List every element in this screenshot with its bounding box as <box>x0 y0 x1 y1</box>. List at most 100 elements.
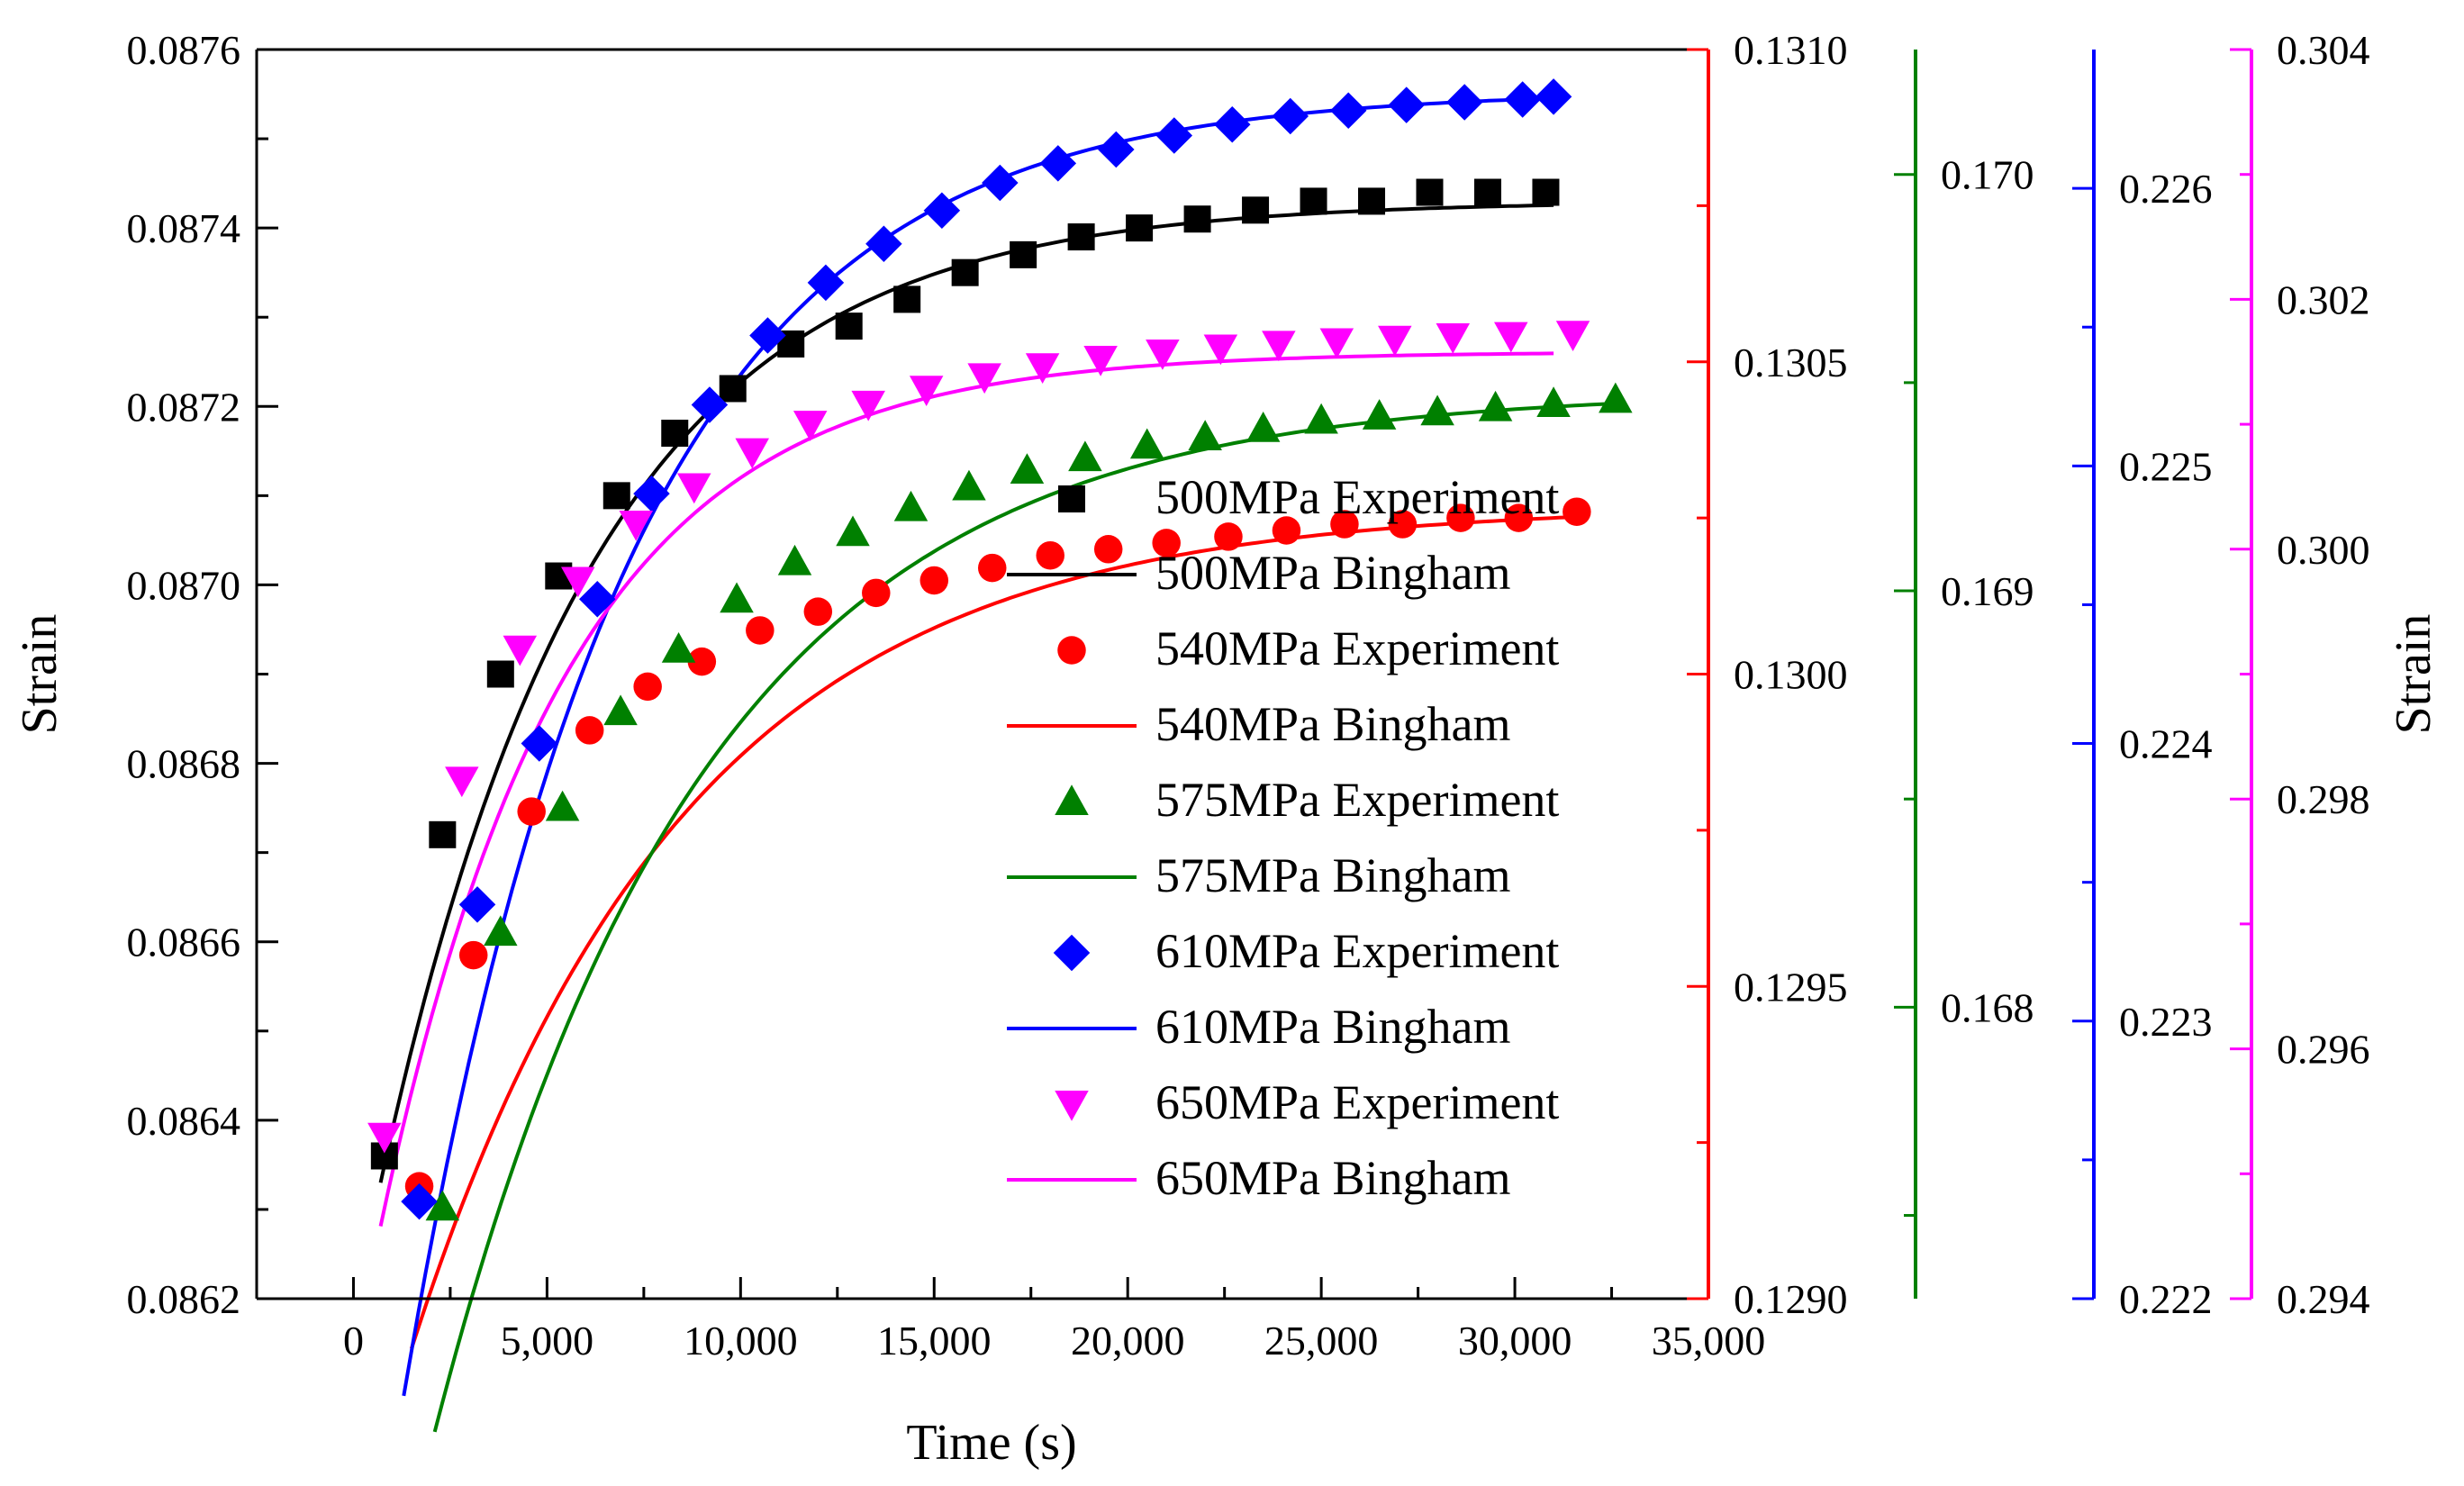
right-tick-label-1: 0.168 <box>1941 984 2034 1030</box>
data-point-3-20 <box>1535 78 1572 115</box>
legend-label-3-fit: 610MPa Bingham <box>1155 1000 1511 1054</box>
legend-label-1-experiment: 540MPa Experiment <box>1155 621 1559 675</box>
data-point-4-7 <box>793 411 828 441</box>
data-point-4-2 <box>503 635 538 666</box>
data-point-2-20 <box>1599 382 1633 413</box>
legend-label-4-experiment: 650MPa Experiment <box>1155 1075 1559 1129</box>
data-point-0-16 <box>1300 187 1327 215</box>
data-point-1-17 <box>1388 510 1418 539</box>
data-point-4-11 <box>1025 353 1060 385</box>
data-point-3-6 <box>749 317 786 354</box>
y-tick-label: 0.0876 <box>127 27 241 73</box>
data-point-1-13 <box>1152 529 1181 557</box>
data-point-2-13 <box>1188 420 1222 450</box>
right-tick-label-1: 0.169 <box>1941 568 2034 614</box>
data-point-1-14 <box>1214 522 1243 551</box>
data-point-4-6 <box>735 438 769 469</box>
legend-label-0-fit: 500MPa Bingham <box>1155 546 1511 600</box>
legend-marker-2 <box>1055 784 1089 815</box>
legend-marker-1 <box>1057 636 1086 665</box>
data-point-1-16 <box>1330 510 1359 539</box>
data-point-0-10 <box>951 258 979 286</box>
data-point-0-4 <box>602 482 630 510</box>
right-tick-label-0: 0.1290 <box>1734 1276 1848 1322</box>
data-point-2-1 <box>484 915 518 947</box>
data-point-3-10 <box>982 164 1019 202</box>
data-point-2-7 <box>836 515 870 547</box>
data-point-2-0 <box>425 1190 460 1221</box>
x-tick-label: 20,000 <box>1071 1318 1185 1364</box>
data-point-1-9 <box>919 566 949 595</box>
data-point-3-13 <box>1155 117 1193 154</box>
right-tick-label-1: 0.170 <box>1941 152 2034 198</box>
right-tick-label-3: 0.300 <box>2277 527 2370 573</box>
data-point-2-14 <box>1246 411 1281 442</box>
data-point-3-15 <box>1272 97 1309 135</box>
legend: 500MPa Experiment 500MPa Bingham 540MPa Ex… <box>1007 470 1559 1205</box>
data-point-3-5 <box>691 386 729 423</box>
right-tick-label-0: 0.1305 <box>1734 340 1848 385</box>
data-point-1-7 <box>803 597 833 626</box>
data-point-0-14 <box>1183 205 1211 233</box>
right-tick-label-2: 0.226 <box>2119 166 2213 212</box>
data-point-1-8 <box>862 578 891 608</box>
legend-marker-3 <box>1053 934 1091 972</box>
right-axis-title: Strain <box>2386 614 2441 735</box>
data-point-3-18 <box>1445 84 1483 121</box>
right-tick-label-0: 0.1300 <box>1734 652 1848 698</box>
right-tick-label-3: 0.296 <box>2277 1027 2370 1073</box>
x-tick-label: 5,000 <box>501 1318 594 1364</box>
x-axis-title: Time (s) <box>906 1415 1076 1471</box>
data-point-0-9 <box>893 285 921 313</box>
data-point-0-19 <box>1473 178 1501 206</box>
data-point-3-4 <box>633 475 670 512</box>
data-point-2-2 <box>545 790 580 821</box>
data-point-0-6 <box>719 375 747 403</box>
data-point-4-5 <box>676 473 711 504</box>
data-point-0-12 <box>1067 223 1095 251</box>
fit-line-2 <box>432 401 1620 1433</box>
data-point-4-12 <box>1083 345 1118 376</box>
data-point-4-18 <box>1436 323 1471 354</box>
data-point-0-15 <box>1242 196 1270 224</box>
right-tick-label-2: 0.222 <box>2119 1276 2213 1322</box>
x-tick-label: 0 <box>343 1318 364 1364</box>
data-point-0-20 <box>1532 178 1560 206</box>
data-point-4-8 <box>851 390 885 421</box>
y-tick-label: 0.0870 <box>127 562 241 608</box>
data-point-4-13 <box>1146 340 1180 370</box>
data-point-4-4 <box>619 511 654 541</box>
data-point-2-9 <box>952 469 986 501</box>
x-tick-label: 35,000 <box>1652 1318 1766 1364</box>
data-point-1-1 <box>458 940 488 970</box>
data-point-4-10 <box>967 363 1001 394</box>
data-point-0-17 <box>1358 187 1386 215</box>
data-point-1-6 <box>746 616 775 645</box>
data-point-3-17 <box>1388 86 1425 123</box>
fit-line-4 <box>378 351 1554 1228</box>
data-point-4-19 <box>1494 322 1528 353</box>
data-point-4-20 <box>1555 321 1590 351</box>
data-point-1-12 <box>1093 535 1123 564</box>
data-point-2-17 <box>1420 394 1454 426</box>
data-point-3-19 <box>1504 81 1541 118</box>
data-point-1-15 <box>1272 516 1301 545</box>
y-tick-label: 0.0864 <box>127 1098 241 1144</box>
data-point-1-4 <box>633 672 662 702</box>
data-point-1-2 <box>517 797 546 826</box>
data-point-4-16 <box>1319 328 1354 359</box>
data-point-4-9 <box>909 376 944 407</box>
right-tick-label-3: 0.302 <box>2277 276 2370 322</box>
data-point-1-19 <box>1504 503 1534 532</box>
right-tick-label-3: 0.304 <box>2277 27 2370 73</box>
y-tick-label: 0.0872 <box>127 384 241 430</box>
right-tick-label-2: 0.225 <box>2119 443 2213 489</box>
data-point-2-18 <box>1478 390 1513 421</box>
x-tick-label: 10,000 <box>684 1318 798 1364</box>
data-point-2-6 <box>777 544 812 575</box>
data-point-4-14 <box>1203 334 1238 366</box>
data-point-0-18 <box>1416 178 1444 206</box>
data-point-3-11 <box>1039 145 1077 182</box>
